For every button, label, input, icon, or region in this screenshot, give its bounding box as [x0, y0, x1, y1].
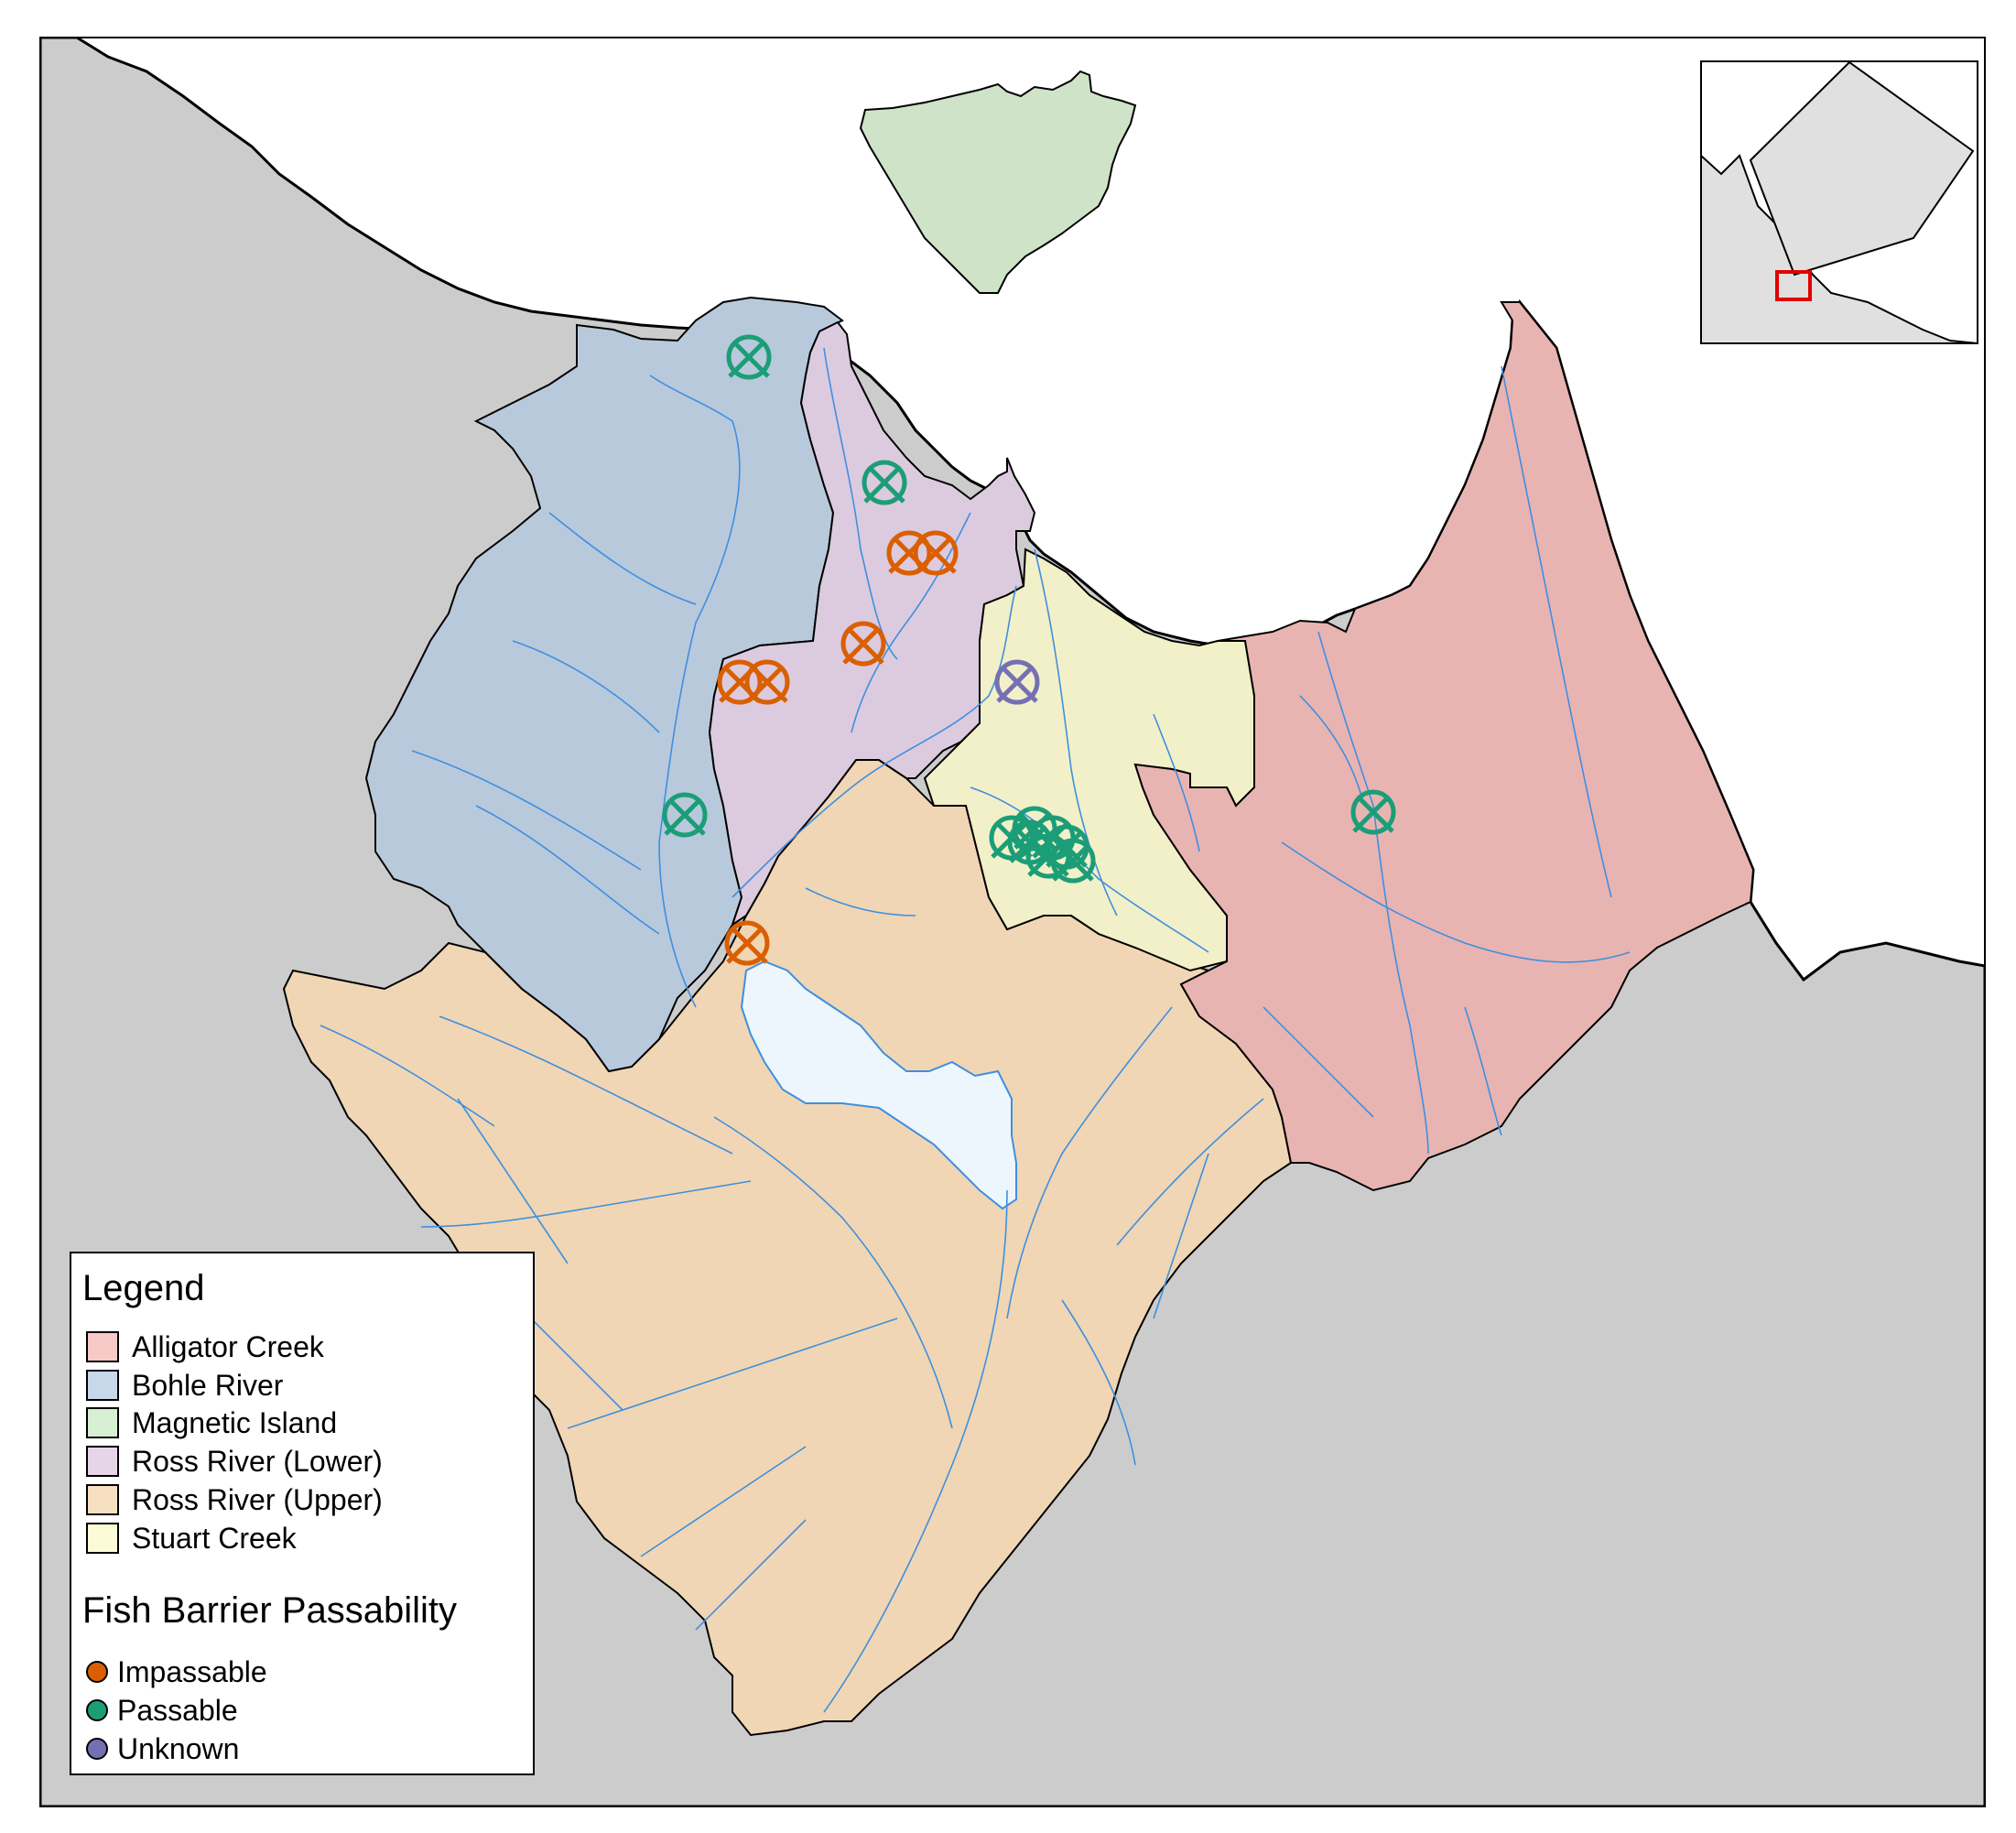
legend-item-alligator-creek: Alligator Creek	[86, 1329, 324, 1365]
ross-river-dam	[740, 960, 1017, 1210]
barrier-marker-passable	[1350, 789, 1396, 835]
barrier-marker-impassable	[913, 530, 959, 576]
legend-swatch	[86, 1331, 119, 1362]
barrier-marker-unknown	[994, 659, 1040, 705]
legend-item-stuart-creek: Stuart Creek	[86, 1520, 297, 1556]
legend-swatch	[86, 1446, 119, 1477]
barrier-marker-passable	[862, 460, 907, 505]
barrier-markers	[662, 334, 1396, 966]
catchment-alligator-creek	[1133, 301, 1755, 1192]
barrier-marker-impassable	[840, 621, 886, 667]
legend-label: Impassable	[117, 1654, 267, 1688]
catchment-ross-river-upper	[282, 759, 1293, 1737]
inset-highlight-box	[1775, 270, 1812, 301]
legend-item-unknown: Unknown	[86, 1730, 239, 1767]
legend-label: Passable	[117, 1693, 238, 1727]
legend-label: Bohle River	[132, 1368, 284, 1402]
legend-item-magnetic-island: Magnetic Island	[86, 1405, 337, 1441]
barrier-marker-impassable	[744, 659, 790, 705]
legend-dot	[86, 1699, 108, 1721]
catchment-magnetic-island	[859, 70, 1137, 294]
legend-swatch	[86, 1523, 119, 1554]
inset-locator-map	[1700, 60, 1978, 344]
legend-label: Magnetic Island	[132, 1405, 338, 1439]
legend-swatch	[86, 1407, 119, 1438]
legend-label: Alligator Creek	[132, 1329, 324, 1363]
legend-label: Stuart Creek	[132, 1521, 297, 1555]
legend: Legend Alligator Creek Bohle River Magne…	[70, 1252, 535, 1775]
barrier-marker-passable	[1050, 838, 1096, 884]
legend-swatch	[86, 1370, 119, 1401]
legend-item-passable: Passable	[86, 1692, 238, 1729]
map-frame	[39, 37, 1986, 1807]
stream-network	[320, 347, 1631, 1713]
legend-label: Ross River (Upper)	[132, 1482, 383, 1516]
legend-label: Ross River (Lower)	[132, 1444, 383, 1478]
barrier-marker-impassable	[724, 920, 770, 966]
legend-title: Legend	[82, 1268, 205, 1308]
legend-item-ross-river-upper: Ross River (Upper)	[86, 1481, 383, 1518]
legend-dot	[86, 1661, 108, 1683]
barrier-marker-passable	[662, 792, 708, 838]
legend-dot	[86, 1738, 108, 1760]
legend-item-bohle-river: Bohle River	[86, 1367, 283, 1404]
legend-item-ross-river-lower: Ross River (Lower)	[86, 1443, 383, 1480]
barrier-marker-passable	[726, 334, 772, 380]
legend-label: Unknown	[117, 1731, 240, 1765]
legend-item-impassable: Impassable	[86, 1654, 267, 1690]
legend-subtitle: Fish Barrier Passability	[82, 1590, 458, 1631]
legend-swatch	[86, 1484, 119, 1515]
